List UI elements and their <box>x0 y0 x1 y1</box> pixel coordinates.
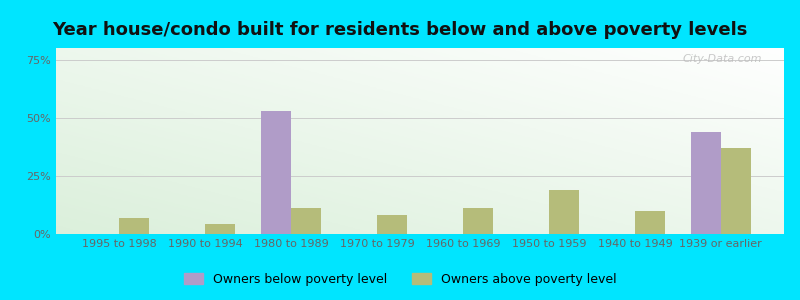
Bar <box>205 224 235 234</box>
Bar <box>690 132 721 234</box>
Bar <box>463 208 493 234</box>
Bar <box>635 211 665 234</box>
Bar <box>119 218 150 234</box>
Bar <box>721 148 751 234</box>
Bar <box>291 208 321 234</box>
Bar <box>377 215 407 234</box>
Bar <box>549 190 579 234</box>
Legend: Owners below poverty level, Owners above poverty level: Owners below poverty level, Owners above… <box>179 268 621 291</box>
Bar <box>261 111 291 234</box>
Text: Year house/condo built for residents below and above poverty levels: Year house/condo built for residents bel… <box>52 21 748 39</box>
Text: City-Data.com: City-Data.com <box>682 54 762 64</box>
